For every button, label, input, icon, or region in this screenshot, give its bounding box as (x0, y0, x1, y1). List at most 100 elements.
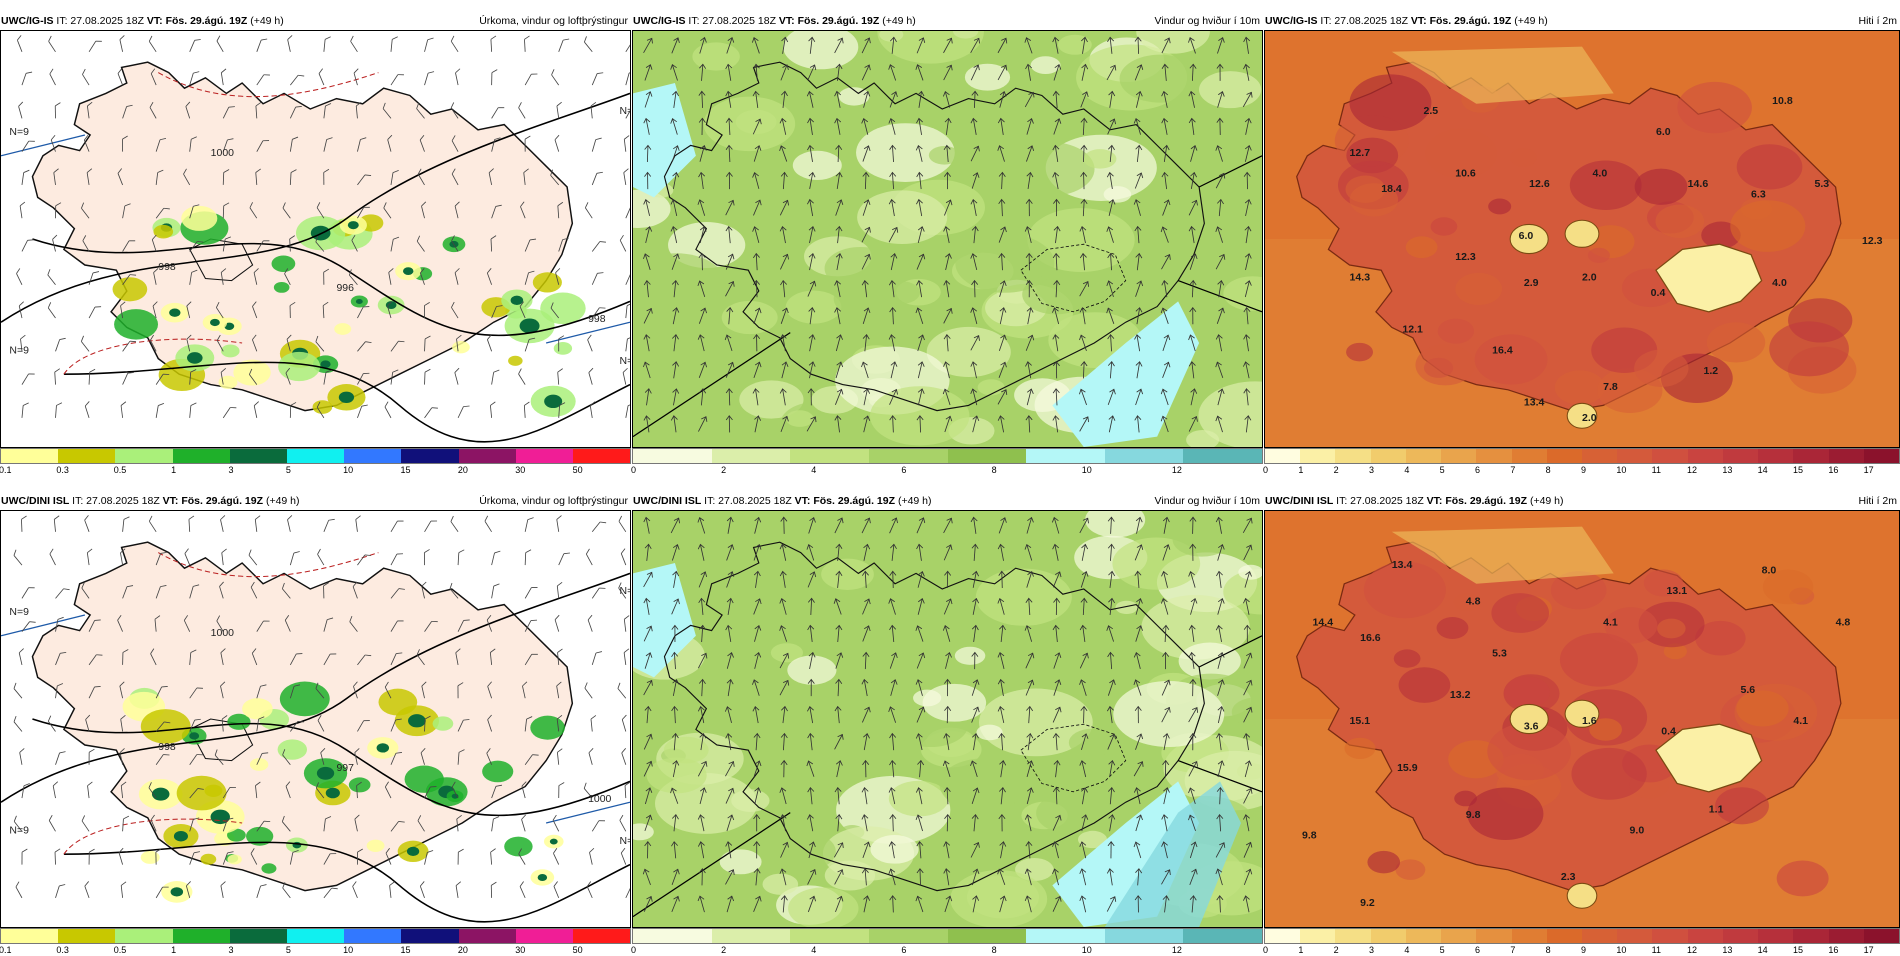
temperature-label: 15.1 (1350, 716, 1371, 727)
legend-tick-label: 3 (228, 465, 233, 475)
legend-swatch (1406, 449, 1441, 463)
temperature-label: 0.4 (1661, 727, 1676, 738)
temperature-label: 10.8 (1772, 96, 1793, 107)
valid-time: Fös. 29.ágú. 19Z (1430, 15, 1512, 27)
temperature-label: 8.0 (1762, 565, 1777, 576)
panel-precip: UWC/DINI ISL IT: 27.08.2025 18Z VT: Fös.… (0, 492, 631, 956)
precip-cell (141, 851, 160, 864)
legend-tick-label: 3 (1369, 465, 1374, 475)
pressure-label: N=9 (620, 106, 630, 117)
panel-title: Vindur og hviður í 10m (1155, 12, 1260, 30)
precip-cell (114, 309, 158, 340)
init-time: IT: 27.08.2025 18Z (701, 495, 794, 507)
legend-tick-label: 13 (1722, 945, 1732, 955)
legend-tick-label: 9 (1581, 945, 1586, 955)
map-wind (632, 30, 1263, 448)
model-name: UWC/IG-IS (1265, 15, 1318, 27)
legend-swatch (1476, 449, 1511, 463)
legend-swatch (173, 449, 230, 463)
temperature-label: 18.4 (1381, 184, 1402, 195)
temperature-label: 3.6 (1524, 721, 1539, 732)
legend-swatch (573, 929, 630, 943)
precip-cell (367, 840, 385, 852)
legend-tick-label: 17 (1864, 945, 1874, 955)
legend-swatch (948, 449, 1027, 463)
precip-cell (278, 739, 307, 759)
panel-header: UWC/IG-IS IT: 27.08.2025 18Z VT: Fös. 29… (632, 12, 1263, 30)
legend-swatch (1512, 449, 1547, 463)
temperature-label: 5.3 (1492, 649, 1507, 660)
temperature-label: 12.3 (1862, 236, 1883, 247)
legend-swatch (948, 929, 1027, 943)
map-wind (632, 510, 1263, 928)
pressure-label: 998 (588, 314, 606, 325)
precip-cell (153, 225, 173, 239)
legend-swatch (1617, 449, 1652, 463)
precip-cell (334, 323, 351, 335)
legend-tick-label: 5 (1440, 945, 1445, 955)
precip-legend-bar (0, 928, 631, 944)
panel-info: UWC/IG-IS IT: 27.08.2025 18Z VT: Fös. 29… (633, 12, 916, 30)
precip-cell (482, 761, 513, 783)
legend-swatch (1652, 449, 1687, 463)
legend-tick-label: 2 (1334, 465, 1339, 475)
legend-swatch (1300, 929, 1335, 943)
precip-cell (504, 837, 532, 857)
valid-time: Fös. 29.ágú. 19Z (166, 15, 248, 27)
legend-tick-label: 2 (1334, 945, 1339, 955)
legend-tick-label: 12 (1172, 465, 1182, 475)
precip-cell (242, 698, 273, 719)
legend-swatch (1688, 929, 1723, 943)
precip-cell (261, 863, 276, 873)
temperature-label: 4.8 (1836, 617, 1851, 628)
valid-time: Fös. 29.ágú. 19Z (813, 495, 895, 507)
panel-wind: UWC/IG-IS IT: 27.08.2025 18Z VT: Fös. 29… (632, 12, 1263, 476)
legend-tick-label: 1 (171, 465, 176, 475)
temp-legend-bar (1264, 928, 1900, 944)
temperature-label: 1.6 (1582, 716, 1597, 727)
legend-tick-label: 20 (458, 945, 468, 955)
valid-time: Fös. 29.ágú. 19Z (798, 15, 880, 27)
legend-swatch (230, 449, 287, 463)
panel-info: UWC/DINI ISL IT: 27.08.2025 18Z VT: Fös.… (633, 492, 932, 510)
legend-tick-label: 0 (631, 945, 636, 955)
legend-tick-label: 8 (1546, 945, 1551, 955)
panel-title: Hiti í 2m (1858, 12, 1897, 30)
legend-swatch (1829, 929, 1864, 943)
legend-swatch (869, 929, 948, 943)
legend-swatch (1371, 449, 1406, 463)
legend-swatch (58, 929, 115, 943)
legend-swatch (1758, 929, 1793, 943)
precip-cell (113, 277, 148, 301)
pressure-label: 1000 (211, 628, 235, 639)
legend-tick-label: 0 (631, 465, 636, 475)
legend-swatch (1723, 929, 1758, 943)
pressure-label: 1000 (588, 794, 612, 805)
precip-cell (227, 854, 241, 864)
legend-tick-label: 11 (1652, 945, 1661, 955)
valid-label: VT: (1427, 495, 1446, 507)
legend-tick-label: 1 (1298, 945, 1303, 955)
temperature-label: 14.4 (1313, 617, 1334, 628)
wind-legend-bar (632, 448, 1263, 464)
panel-title: Úrkoma, vindur og loftþrýstingur (479, 12, 628, 30)
legend-tick-label: 0.1 (0, 465, 12, 475)
temperature-label: 6.0 (1656, 127, 1671, 138)
legend-swatch (1335, 929, 1370, 943)
precip-cell (405, 766, 444, 793)
precip-cell (219, 376, 238, 389)
legend-tick-label: 17 (1864, 465, 1874, 475)
legend-swatch (1335, 449, 1370, 463)
legend-swatch (1617, 929, 1652, 943)
legend-tick-label: 10 (343, 945, 353, 955)
temperature-label: 0.4 (1651, 288, 1666, 299)
panel-temp: UWC/DINI ISL IT: 27.08.2025 18Z VT: Fös.… (1264, 492, 1900, 956)
temperature-label: 14.3 (1350, 273, 1371, 284)
temperature-label: 16.4 (1492, 345, 1513, 356)
legend-tick-label: 20 (458, 465, 468, 475)
legend-tick-label: 6 (1475, 945, 1480, 955)
